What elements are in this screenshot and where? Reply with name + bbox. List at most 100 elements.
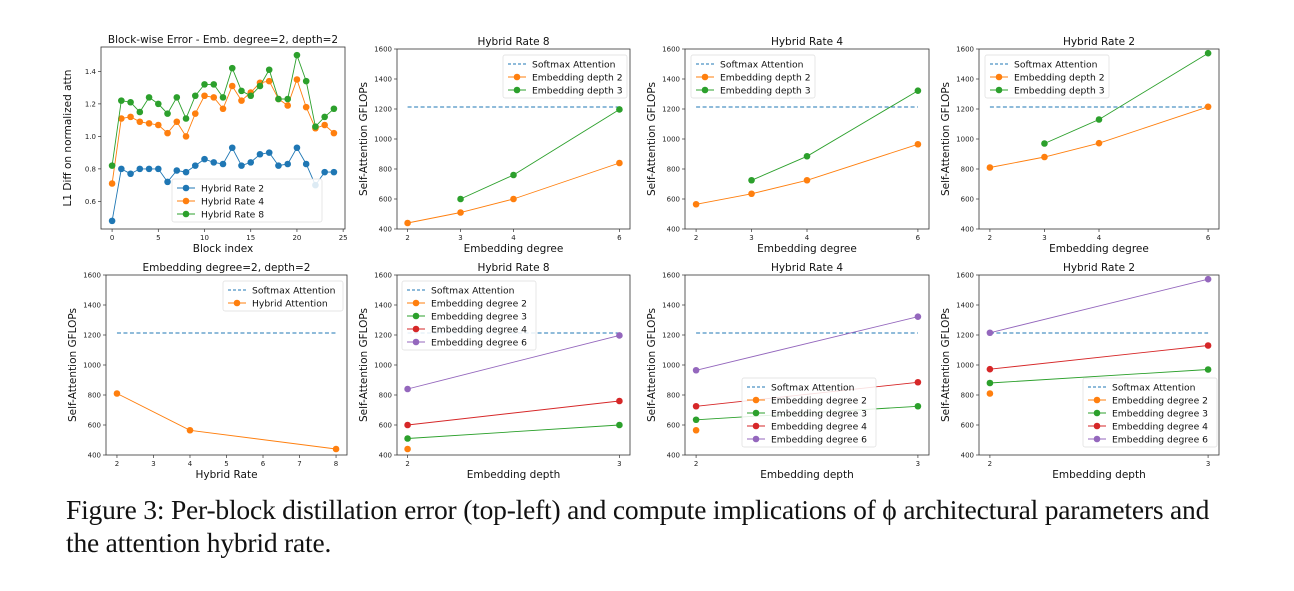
chart-blockwise-error: Block-wise Error - Emb. degree=2, depth=… [62, 34, 348, 255]
y-tick-label: 600 [88, 422, 101, 430]
data-point [186, 426, 194, 434]
legend-swatch-marker [1093, 409, 1101, 417]
data-point [201, 92, 208, 100]
y-tick-label: 600 [961, 422, 974, 430]
data-point [256, 150, 264, 158]
data-point [164, 178, 171, 186]
legend-item: Embedding degree 6 [407, 337, 527, 348]
legend-item: Hybrid Rate 8 [177, 209, 264, 220]
legend-label: Hybrid Rate 4 [201, 196, 264, 207]
legend-label: Softmax Attention [532, 59, 616, 70]
data-point [284, 95, 291, 103]
series-embedding-degree-3 [986, 366, 1212, 387]
data-point [404, 445, 411, 453]
data-point [321, 121, 328, 129]
legend-swatch-marker [412, 325, 420, 333]
y-tick-label: 1600 [83, 272, 101, 280]
data-point [330, 105, 338, 113]
y-axis-label: Self-Attention GFLOPs [940, 82, 952, 196]
data-point [164, 110, 171, 117]
data-point [182, 115, 190, 122]
data-point [219, 94, 227, 101]
data-point [155, 165, 162, 173]
legend-box [401, 280, 537, 351]
y-tick-label: 600 [379, 196, 392, 204]
chart-title: Hybrid Rate 4 [771, 36, 843, 48]
data-point [914, 402, 922, 410]
y-tick-label: 800 [961, 166, 974, 174]
data-point [692, 416, 700, 424]
y-tick-label: 1400 [956, 302, 974, 310]
data-point [118, 165, 125, 173]
legend-swatch-marker [752, 396, 760, 404]
chart-title: Hybrid Rate 4 [771, 262, 843, 274]
y-tick-label: 1200 [374, 332, 392, 340]
data-point [155, 121, 162, 129]
series-line [407, 162, 620, 224]
data-point [191, 162, 199, 169]
data-point [164, 129, 171, 137]
data-point [182, 168, 190, 176]
data-point [914, 313, 922, 321]
x-axis-label: Embedding depth [1052, 469, 1145, 480]
series-line [989, 345, 1209, 370]
chart-title: Hybrid Rate 8 [477, 262, 549, 274]
y-tick-label: 1400 [374, 76, 392, 84]
data-point [986, 365, 994, 373]
x-tick-label: 25 [339, 234, 348, 242]
data-point [293, 144, 301, 152]
y-tick-label: 1600 [374, 272, 392, 280]
legend: Softmax Attention Embedding depth 2 Embedd… [690, 54, 816, 99]
legend-item: Embedding degree 3 [1088, 408, 1208, 419]
legend-swatch-marker [182, 184, 190, 192]
series-embedding-degree-2 [692, 426, 700, 434]
legend-item: Softmax Attention [508, 59, 616, 70]
legend-label: Embedding depth 3 [720, 85, 811, 96]
y-tick-label: 600 [667, 196, 680, 204]
data-point [256, 82, 264, 90]
y-tick-label: 400 [961, 452, 974, 460]
y-tick-label: 400 [379, 452, 392, 460]
data-point [1041, 153, 1048, 161]
data-point [238, 97, 245, 104]
legend-swatch-marker [995, 86, 1003, 94]
legend-swatch-marker [701, 86, 709, 94]
legend: Softmax Attention Embedding depth 2 Embedd… [502, 54, 628, 99]
series-embedding-depth-2 [692, 140, 922, 208]
x-tick-label: 3 [617, 460, 621, 468]
y-tick-label: 1000 [662, 136, 680, 144]
data-point [182, 133, 190, 140]
data-point [616, 332, 623, 339]
series-embedding-depth-3 [1041, 49, 1212, 147]
x-tick-label: 7 [297, 460, 301, 468]
y-tick-label: 400 [667, 452, 680, 460]
legend-label: Softmax Attention [252, 285, 336, 296]
legend-swatch-marker [412, 312, 420, 320]
data-point [1095, 139, 1103, 147]
data-point [616, 159, 623, 167]
legend-item: Embedding degree 3 [407, 311, 527, 322]
data-point [127, 113, 134, 121]
legend-label: Hybrid Rate 2 [201, 183, 264, 194]
legend-label: Softmax Attention [771, 382, 855, 393]
data-point [312, 123, 319, 130]
legend-box [502, 54, 628, 99]
y-tick-label: 400 [961, 226, 974, 234]
data-point [404, 385, 411, 393]
data-point [265, 77, 273, 85]
data-point [404, 219, 411, 227]
x-tick-label: 5 [224, 460, 228, 468]
legend: Softmax Attention Embedding degree 2 Embed… [401, 280, 537, 351]
legend-label: Embedding degree 3 [431, 311, 527, 322]
y-tick-label: 1000 [374, 362, 392, 370]
data-point [155, 100, 162, 108]
x-tick-label: 6 [916, 234, 921, 242]
legend-swatch-marker [513, 73, 521, 81]
data-point [127, 170, 134, 178]
legend-label: Softmax Attention [431, 285, 515, 296]
legend-item: Embedding degree 2 [1088, 395, 1208, 406]
y-tick-label: 1600 [956, 272, 974, 280]
series-embedding-degree-4 [986, 342, 1212, 373]
x-axis-label: Embedding depth [760, 469, 853, 480]
y-tick-label: 400 [379, 226, 392, 234]
